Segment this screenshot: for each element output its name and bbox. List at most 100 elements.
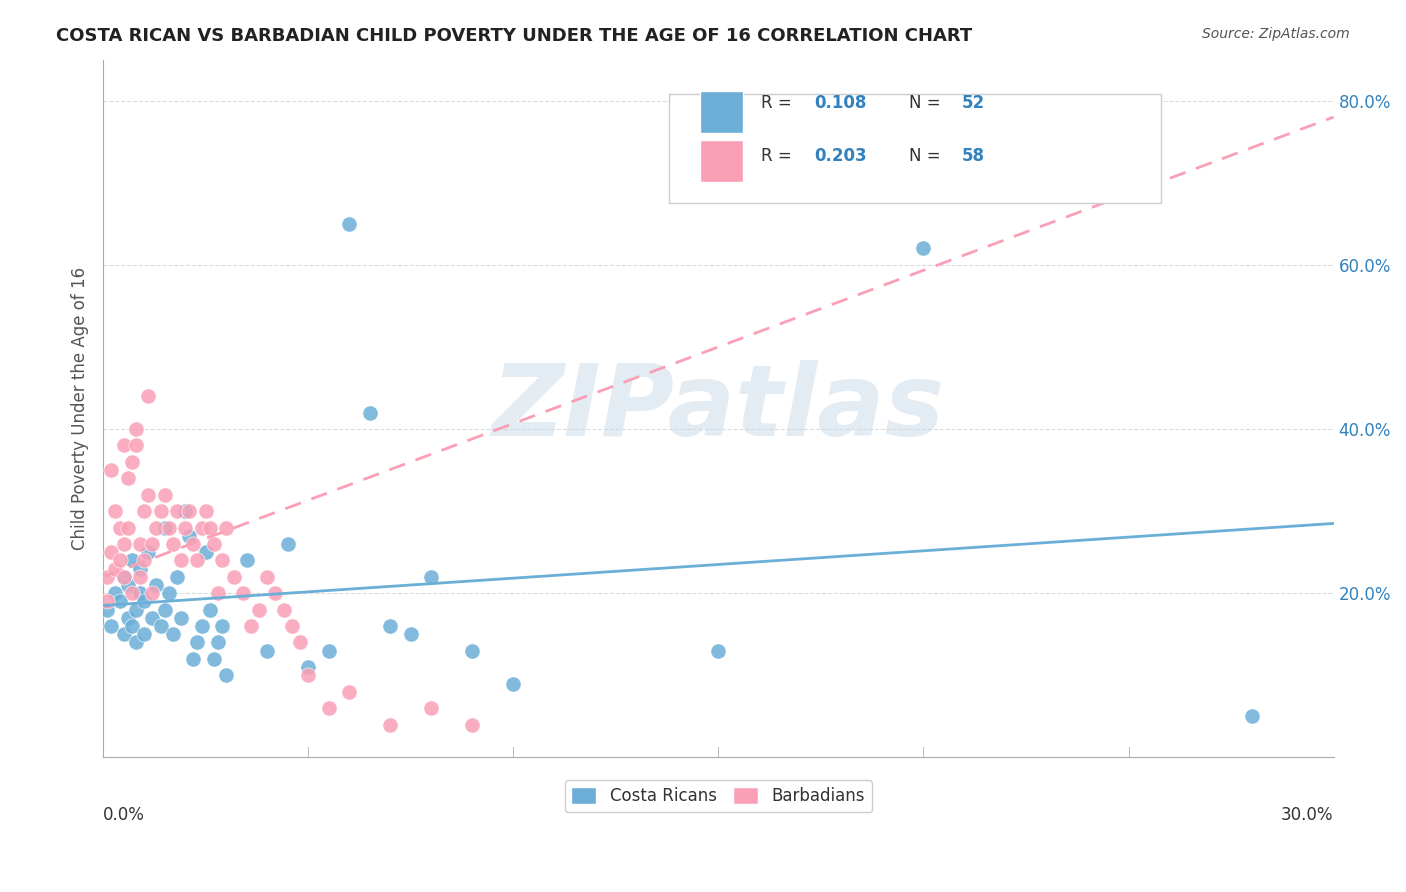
Point bbox=[112, 570, 135, 584]
Point bbox=[288, 635, 311, 649]
Point bbox=[129, 537, 152, 551]
Point bbox=[297, 660, 319, 674]
Point bbox=[256, 570, 278, 584]
Point bbox=[153, 520, 176, 534]
Point bbox=[277, 537, 299, 551]
Point bbox=[112, 627, 135, 641]
Point bbox=[129, 586, 152, 600]
Point bbox=[96, 570, 118, 584]
Point bbox=[337, 217, 360, 231]
Point bbox=[162, 537, 184, 551]
Text: N =: N = bbox=[910, 94, 946, 112]
Point bbox=[125, 602, 148, 616]
Point bbox=[215, 520, 238, 534]
Legend: Costa Ricans, Barbadians: Costa Ricans, Barbadians bbox=[565, 780, 872, 812]
Text: N =: N = bbox=[910, 147, 946, 165]
Point bbox=[186, 635, 208, 649]
Text: R =: R = bbox=[762, 94, 797, 112]
Point bbox=[129, 561, 152, 575]
Point bbox=[186, 553, 208, 567]
Point bbox=[179, 529, 201, 543]
Point bbox=[211, 553, 233, 567]
Point bbox=[100, 463, 122, 477]
Point bbox=[912, 241, 935, 255]
Point bbox=[273, 602, 295, 616]
Point bbox=[149, 619, 172, 633]
Text: COSTA RICAN VS BARBADIAN CHILD POVERTY UNDER THE AGE OF 16 CORRELATION CHART: COSTA RICAN VS BARBADIAN CHILD POVERTY U… bbox=[56, 27, 973, 45]
Point bbox=[149, 504, 172, 518]
Point bbox=[399, 627, 422, 641]
Point bbox=[190, 619, 212, 633]
Point bbox=[112, 570, 135, 584]
Point bbox=[194, 504, 217, 518]
Point bbox=[235, 553, 257, 567]
Text: ZIPatlas: ZIPatlas bbox=[492, 360, 945, 457]
Point bbox=[198, 602, 221, 616]
Point bbox=[157, 586, 180, 600]
Point bbox=[117, 578, 139, 592]
Point bbox=[502, 676, 524, 690]
Point bbox=[153, 602, 176, 616]
Point bbox=[256, 643, 278, 657]
Point bbox=[359, 406, 381, 420]
Point bbox=[157, 520, 180, 534]
Point bbox=[707, 643, 730, 657]
Point bbox=[134, 594, 156, 608]
Point bbox=[96, 594, 118, 608]
Point bbox=[264, 586, 287, 600]
Point bbox=[136, 488, 159, 502]
Point bbox=[211, 619, 233, 633]
Text: 0.0%: 0.0% bbox=[103, 806, 145, 824]
Point bbox=[166, 504, 188, 518]
Point bbox=[104, 586, 127, 600]
Point bbox=[202, 537, 225, 551]
Point bbox=[121, 553, 143, 567]
Point bbox=[420, 701, 443, 715]
Point bbox=[100, 619, 122, 633]
Point bbox=[281, 619, 304, 633]
Point bbox=[232, 586, 254, 600]
Point bbox=[125, 635, 148, 649]
FancyBboxPatch shape bbox=[700, 91, 742, 133]
Point bbox=[121, 455, 143, 469]
Point bbox=[380, 717, 402, 731]
Point bbox=[141, 537, 163, 551]
Point bbox=[134, 627, 156, 641]
Point bbox=[134, 504, 156, 518]
Point bbox=[125, 438, 148, 452]
Text: 58: 58 bbox=[962, 147, 986, 165]
Point bbox=[100, 545, 122, 559]
Point bbox=[121, 619, 143, 633]
Point bbox=[170, 553, 193, 567]
Point bbox=[104, 561, 127, 575]
Point bbox=[96, 602, 118, 616]
Point bbox=[112, 438, 135, 452]
Point bbox=[461, 643, 484, 657]
Point bbox=[145, 520, 167, 534]
Point bbox=[183, 652, 205, 666]
Point bbox=[104, 504, 127, 518]
Point bbox=[166, 570, 188, 584]
Text: 0.108: 0.108 bbox=[814, 94, 866, 112]
Text: 30.0%: 30.0% bbox=[1281, 806, 1334, 824]
Point bbox=[318, 643, 340, 657]
Point bbox=[1240, 709, 1263, 723]
Point bbox=[190, 520, 212, 534]
Point bbox=[337, 684, 360, 698]
Point bbox=[179, 504, 201, 518]
Point bbox=[194, 545, 217, 559]
Point bbox=[141, 611, 163, 625]
Text: 52: 52 bbox=[962, 94, 986, 112]
Point bbox=[117, 471, 139, 485]
Point bbox=[117, 611, 139, 625]
FancyBboxPatch shape bbox=[700, 140, 742, 182]
Point bbox=[129, 570, 152, 584]
Point bbox=[108, 594, 131, 608]
Point bbox=[318, 701, 340, 715]
Point bbox=[136, 389, 159, 403]
Point bbox=[108, 553, 131, 567]
Point bbox=[461, 717, 484, 731]
Text: R =: R = bbox=[762, 147, 797, 165]
Point bbox=[198, 520, 221, 534]
Point bbox=[247, 602, 270, 616]
